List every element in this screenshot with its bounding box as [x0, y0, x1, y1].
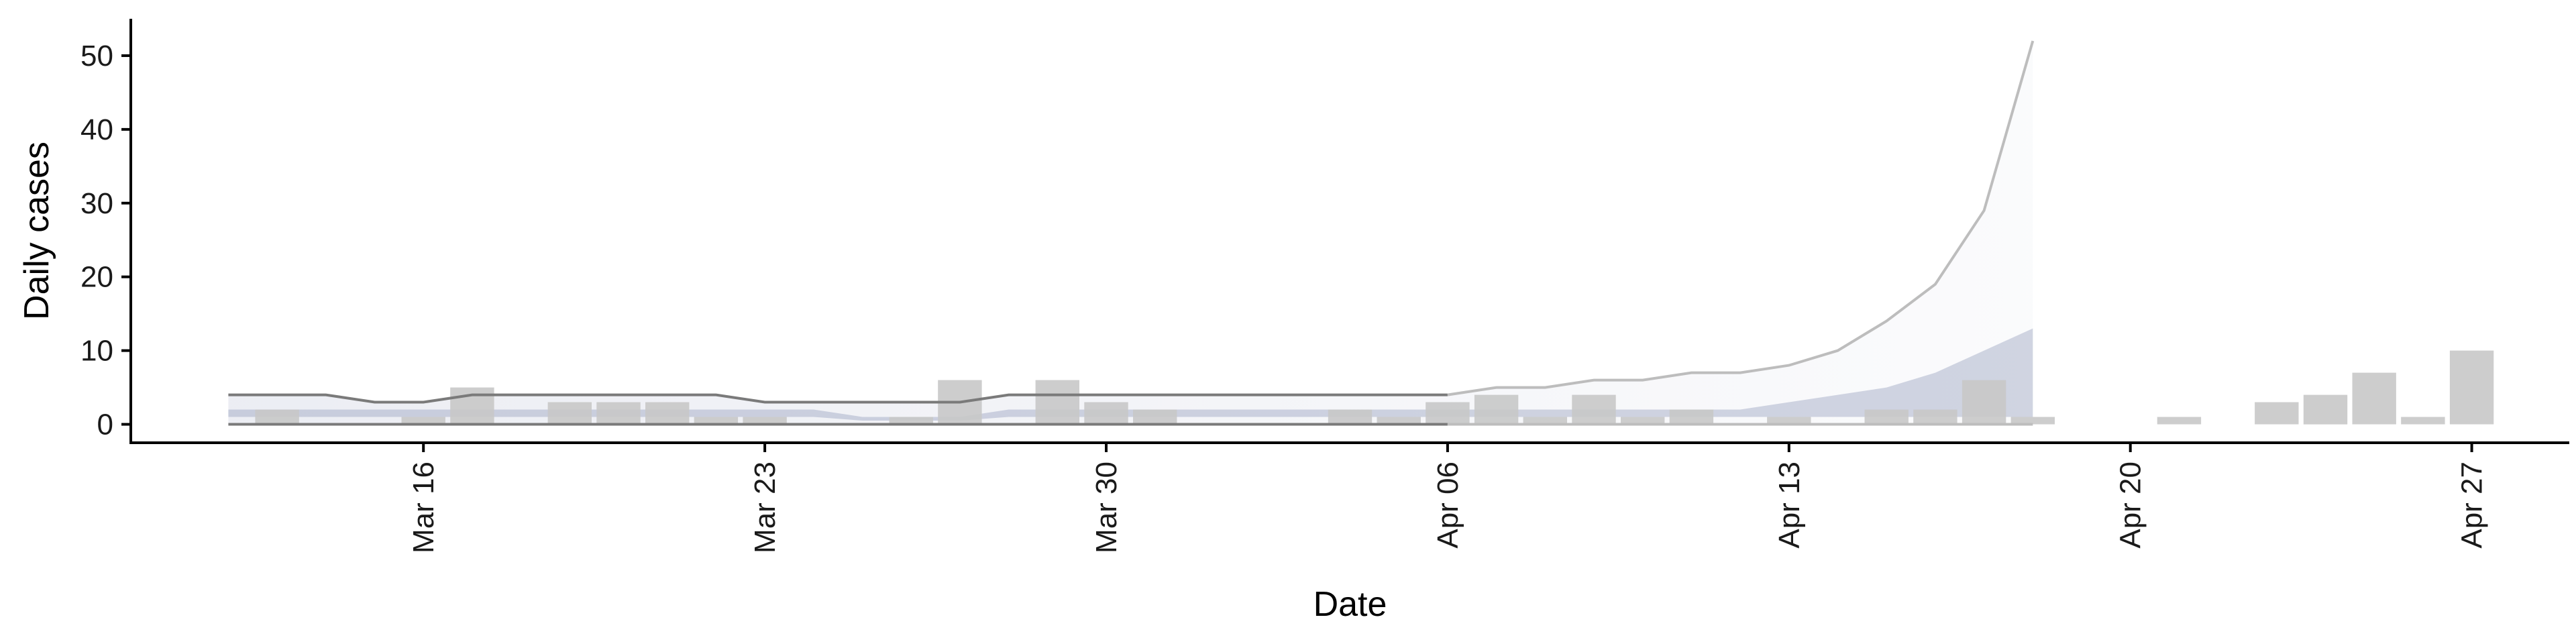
- y-tick-label-40: 40: [80, 113, 113, 146]
- bar-2020-03-21: [645, 402, 690, 425]
- daily-case-bars: [255, 350, 2494, 425]
- y-axis-title: Daily cases: [17, 142, 56, 320]
- y-tick-label-0: 0: [97, 409, 113, 441]
- bar-2020-04-05: [1377, 417, 1421, 425]
- x-tick-label-2020-03-30: Mar 30: [1090, 462, 1123, 553]
- bar-2020-04-27: [2449, 350, 2494, 425]
- bar-2020-04-25: [2352, 372, 2396, 425]
- x-tick-label-2020-04-27: Apr 27: [2456, 462, 2489, 549]
- inner-interval-ribbon: [228, 328, 2033, 421]
- bar-2020-04-13: [1767, 417, 1811, 425]
- bar-2020-03-30: [1084, 402, 1128, 425]
- axes: 0 10 20 30 40 50 Mar 16 Mar 23 Mar 30 Apr 06 Apr …: [80, 19, 2569, 553]
- bar-2020-03-16: [401, 417, 445, 425]
- bar-2020-04-23: [2255, 402, 2299, 425]
- bar-2020-04-24: [2303, 394, 2348, 425]
- bar-2020-03-20: [596, 402, 641, 425]
- upper-bound-line-observed: [228, 393, 1448, 404]
- bar-2020-04-10: [1621, 417, 1665, 425]
- bar-2020-04-04: [1328, 409, 1373, 425]
- x-tick-label-2020-04-13: Apr 13: [1773, 462, 1806, 549]
- y-tick-label-50: 50: [80, 40, 113, 72]
- bar-2020-04-06: [1426, 402, 1470, 425]
- x-tick-label-2020-03-23: Mar 23: [749, 462, 782, 553]
- bar-2020-04-18: [2010, 417, 2055, 425]
- upper-bound-line-forecast: [1447, 40, 2035, 396]
- estimate-lines: [228, 40, 2035, 426]
- x-tick-label-2020-04-06: Apr 06: [1432, 462, 1464, 549]
- bar-2020-03-17: [450, 387, 494, 425]
- y-tick-label-30: 30: [80, 187, 113, 220]
- y-tick-label-10: 10: [80, 335, 113, 368]
- x-axis-ticks: Mar 16 Mar 23 Mar 30 Apr 06 Apr 13 Apr 20 Apr …: [407, 443, 2489, 553]
- bar-2020-04-15: [1864, 409, 1909, 425]
- outer-interval-ribbon: [228, 41, 2033, 425]
- x-tick-label-2020-04-20: Apr 20: [2114, 462, 2147, 549]
- bar-2020-03-13: [255, 409, 299, 425]
- bar-2020-04-07: [1474, 394, 1519, 425]
- x-axis-title: Date: [1313, 585, 1387, 624]
- bar-2020-04-09: [1572, 394, 1616, 425]
- bar-2020-03-22: [694, 417, 739, 425]
- bar-2020-04-26: [2401, 417, 2445, 425]
- bar-2020-04-16: [1913, 409, 1957, 425]
- estimate-ribbons: [228, 41, 2033, 425]
- y-axis-ticks: 0 10 20 30 40 50: [80, 40, 131, 441]
- bar-2020-03-23: [743, 417, 787, 425]
- bar-2020-03-29: [1035, 380, 1079, 425]
- bar-2020-03-26: [889, 417, 933, 425]
- bar-2020-04-17: [1962, 380, 2006, 425]
- bar-2020-03-31: [1133, 409, 1177, 425]
- bar-2020-04-11: [1669, 409, 1714, 425]
- bar-2020-03-19: [547, 402, 592, 425]
- bar-2020-04-08: [1523, 417, 1567, 425]
- y-tick-label-20: 20: [80, 261, 113, 294]
- x-tick-label-2020-03-16: Mar 16: [407, 462, 440, 553]
- bar-2020-04-21: [2157, 417, 2202, 425]
